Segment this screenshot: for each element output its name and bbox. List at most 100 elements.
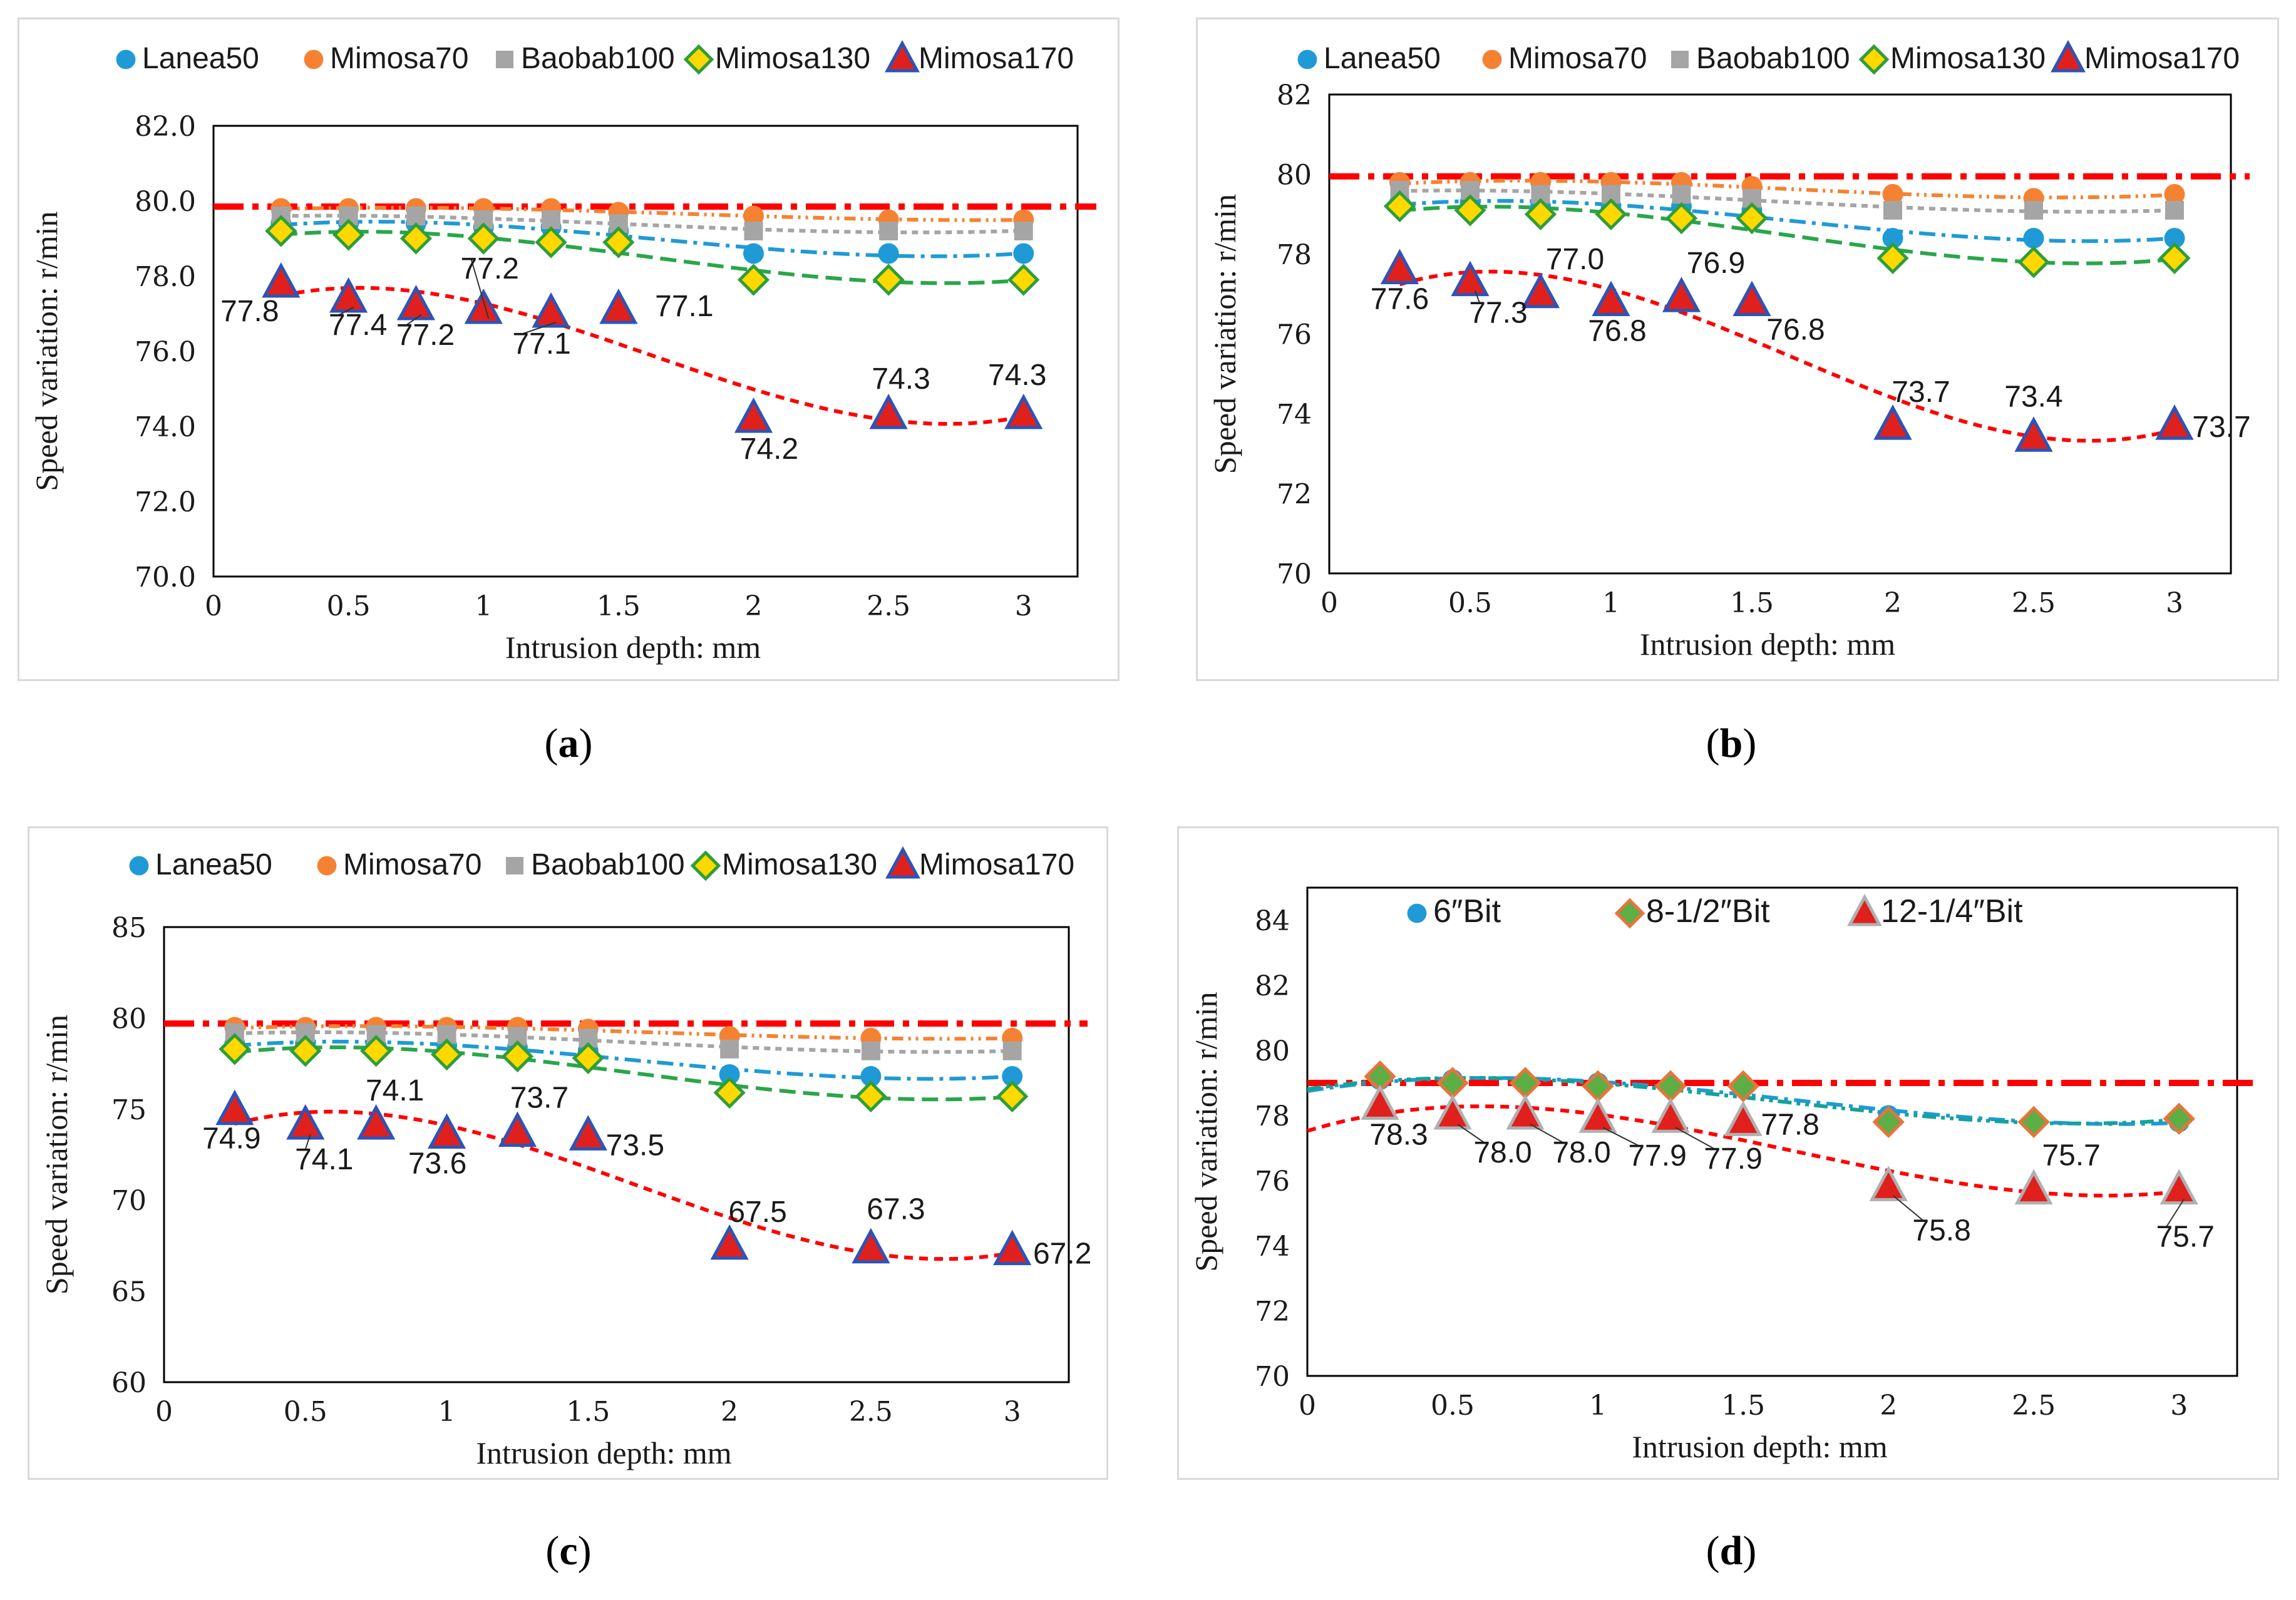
legend-marker [885,39,920,73]
data-point [2164,228,2185,249]
legend-label: Mimosa70 [1508,42,1647,75]
trendline-0 [281,220,1024,259]
x-tick-label: 2.5 [2012,1390,2056,1422]
x-tick-label: 1.5 [566,1396,610,1428]
series-2 [1390,181,2184,220]
data-point [1727,1070,1759,1102]
caption-open: ( [1706,721,1720,766]
x-axis-label: Intrusion depth: mm [1640,627,1895,662]
data-label: 77.4 [329,309,387,342]
data-point [734,397,773,433]
data-point [535,226,567,259]
data-point [1651,1097,1690,1133]
series-3 [265,215,1040,296]
data-point [860,1065,882,1087]
y-tick-label: 82 [1255,970,1290,1002]
data-point [1002,1065,1023,1087]
legend-marker [1407,903,1427,923]
chart-d-svg: 70 72 74 76 78 80 82 84 0 0.5 1 1.5 2 2.5 3 Intrusion d… [1188,886,2256,1464]
chart-c-svg: 60 65 70 75 80 85 0 0.5 1 1.5 2 2.5 3 Intrusion depth… [39,846,1091,1470]
data-point [498,1111,537,1147]
data-point [1665,202,1698,235]
caption-a: (a) [475,720,662,767]
label-leader [1530,1124,1563,1143]
data-point [1436,1067,1469,1099]
legend-marker [885,846,920,879]
data-label: 78.0 [1473,1136,1532,1169]
x-tick-label: 3 [1004,1396,1021,1428]
data-label: 76.9 [1687,247,1745,280]
x-tick-label: 0.5 [1448,587,1492,619]
chart-panel-c: 60 65 70 75 80 85 0 0.5 1 1.5 2 2.5 3 Intrusion depth… [28,826,1108,1480]
trendline-2 [234,1030,1012,1054]
data-point [1506,1094,1545,1130]
y-tick-label: 60 [111,1367,147,1399]
data-point [2163,1102,2195,1135]
legend-label: Mimosa130 [715,42,870,75]
data-point [1736,202,1768,235]
plot-frame [1306,886,2238,1377]
x-tick-label: 1.5 [1730,587,1774,619]
data-point [2164,183,2185,205]
x-tick-label: 2 [1880,1390,1897,1422]
x-tick-label: 1 [1602,587,1620,619]
legend-label: Baobab100 [531,848,685,881]
x-tick-label: 1.5 [1721,1390,1765,1422]
legend-marker [690,850,721,881]
series-1 [270,198,1034,230]
data-point [1004,393,1043,429]
data-point [399,222,433,255]
y-tick-label: 80 [111,1003,147,1035]
y-tick-label: 76 [1277,319,1312,351]
chart-panel-b: 70 72 74 76 78 80 82 0 0.5 1 1.5 2 2.5 3 Intrusion dep… [1196,18,2279,681]
y-tick-label: 80.0 [135,186,196,218]
data-label: 76.8 [1588,315,1646,348]
series-4 [215,1089,1032,1266]
data-point [872,264,905,296]
data-label: 74.1 [295,1143,353,1176]
legend-label: Baobab100 [521,42,675,75]
y-tick-label: 80 [1255,1035,1290,1067]
legend-label: Mimosa170 [919,42,1074,75]
y-tick-label: 70.0 [135,562,196,593]
data-label: 74.3 [988,359,1046,392]
legend-label: Mimosa170 [919,848,1074,881]
x-tick-label: 3 [2166,587,2183,619]
caption-c: (c) [475,1527,662,1575]
data-point [1383,190,1416,223]
x-tick-label: 0 [1320,587,1338,619]
y-tick-label: 72 [1255,1296,1290,1328]
y-tick-label: 74 [1255,1231,1290,1263]
data-label: 73.5 [606,1129,664,1162]
data-point [329,277,368,313]
legend-label: 6″Bit [1433,893,1501,930]
data-point [2160,1169,2198,1205]
label-leader [304,1134,311,1150]
data-point [572,1042,604,1075]
data-point [219,1033,251,1065]
legend-label: Baobab100 [1696,42,1850,75]
data-point [861,1041,880,1060]
data-point [1882,228,1903,249]
x-axis-label: Intrusion depth: mm [1632,1429,1887,1464]
trendline-1 [281,205,1024,222]
label-leader [1457,1124,1485,1143]
data-point [1876,242,1909,275]
chart-b-svg: 70 72 74 76 78 80 82 0 0.5 1 1.5 2 2.5 3 Intrusion dep… [1207,39,2251,662]
legend-marker [1482,49,1502,69]
y-tick-label: 72 [1277,479,1312,511]
y-tick-label: 70 [111,1185,147,1217]
data-point [878,243,899,264]
data-label: 74.2 [740,433,798,466]
data-label: 75.7 [2156,1221,2214,1254]
data-point [602,226,635,259]
legend-marker [1614,898,1645,929]
x-tick-label: 2.5 [867,590,910,622]
data-point [743,205,764,227]
data-label: 73.6 [408,1147,466,1181]
data-label: 75.8 [1912,1214,1970,1247]
x-tick-label: 2 [1884,587,1902,619]
caption-open: ( [544,721,559,766]
legend-marker [496,51,513,68]
data-point [1013,243,1034,264]
